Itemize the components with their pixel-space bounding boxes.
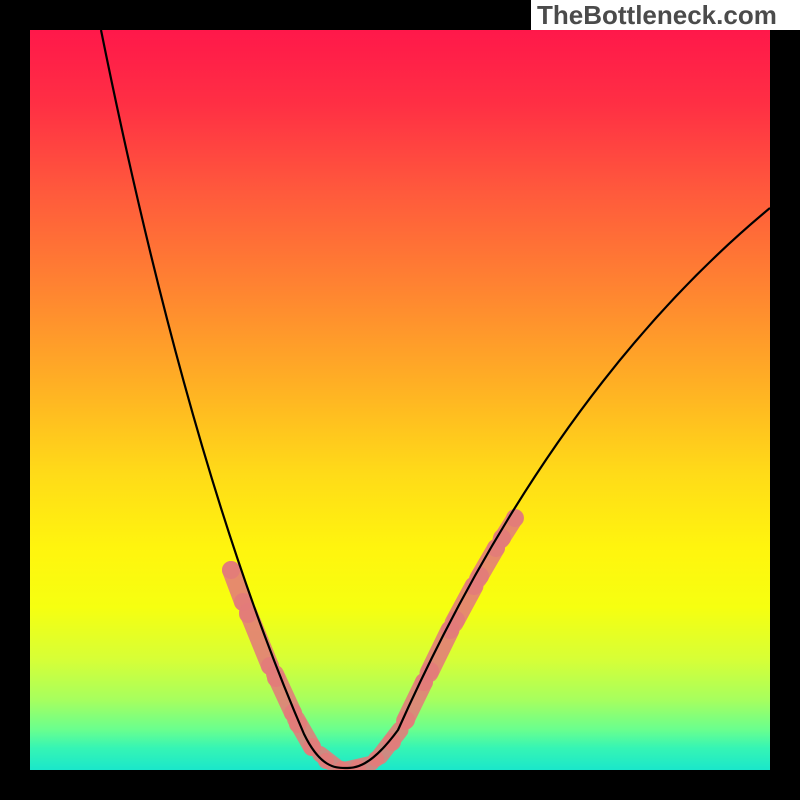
gradient-background <box>30 30 770 770</box>
watermark-text: TheBottleneck.com <box>537 0 777 30</box>
highlight-dot <box>447 611 465 629</box>
chart-svg <box>30 30 770 770</box>
highlight-dot <box>421 662 439 680</box>
plot-area <box>30 30 770 770</box>
watermark: TheBottleneck.com <box>531 0 800 30</box>
highlight-dot <box>222 561 240 579</box>
highlight-dot <box>383 733 401 751</box>
